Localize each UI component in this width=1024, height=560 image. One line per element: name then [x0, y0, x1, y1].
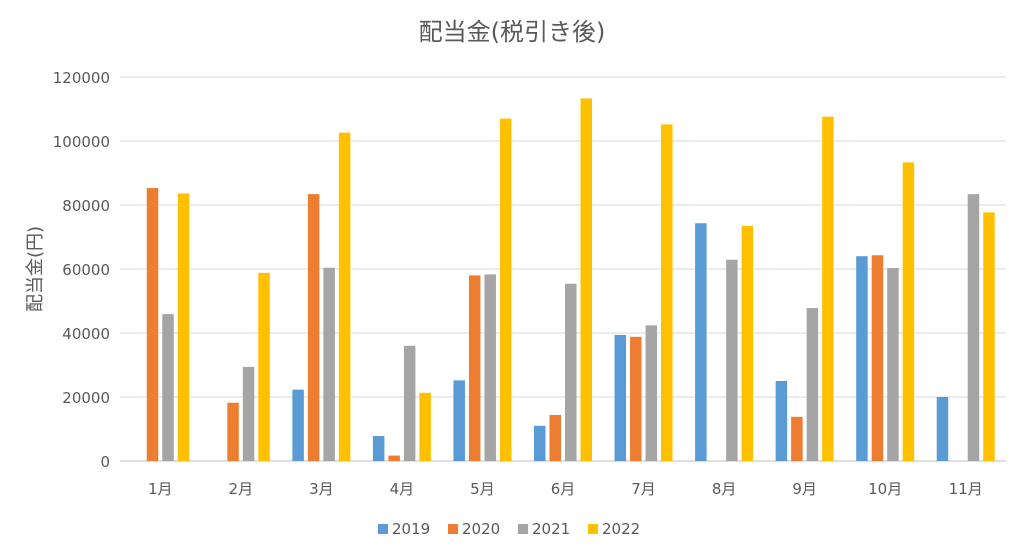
bar-2020-6	[549, 414, 561, 461]
y-tick-label: 80000	[62, 197, 110, 215]
bar-2019-3	[292, 389, 304, 461]
chart-title: 配当金(税引き後)	[419, 18, 606, 46]
x-axis-ticks: 1月 2月 3月 4月 5月 6月 7月 8月 9月 10月 11月	[148, 480, 983, 498]
bar-2021-10	[887, 268, 899, 461]
bar-2019-9	[775, 381, 788, 461]
legend-swatch-2019	[378, 524, 388, 534]
bar-2022-10	[902, 162, 915, 461]
bar-2019-4	[372, 436, 385, 461]
bar-2020-2	[227, 402, 239, 461]
x-tick-label: 11月	[949, 480, 983, 498]
y-tick-label: 40000	[62, 325, 110, 343]
bar-2022-11	[983, 212, 995, 461]
y-tick-label: 0	[100, 453, 110, 471]
bar-2020-3	[307, 194, 320, 461]
bar-2021-3	[323, 267, 335, 461]
x-tick-label: 10月	[868, 480, 902, 498]
bar-2021-1	[162, 314, 174, 461]
x-tick-label: 6月	[551, 480, 576, 498]
bar-2021-8	[726, 259, 738, 461]
bar-2021-11	[967, 194, 980, 461]
bar-2021-2	[242, 366, 255, 461]
y-tick-label: 120000	[53, 69, 110, 87]
bar-2021-7	[645, 325, 658, 461]
bar-2019-10	[856, 256, 868, 461]
bar-2022-3	[338, 132, 351, 461]
bar-2019-7	[614, 334, 627, 461]
bar-2022-1	[177, 193, 190, 462]
legend: 2019 2020 2021 2022	[378, 520, 640, 538]
x-tick-label: 2月	[229, 480, 254, 498]
bar-2020-1	[146, 188, 159, 462]
bar-2022-9	[822, 116, 834, 462]
bar-2020-10	[871, 255, 884, 461]
bar-2020-7	[630, 336, 642, 461]
x-tick-label: 4月	[390, 480, 415, 498]
legend-swatch-2020	[448, 524, 458, 534]
x-tick-label: 1月	[148, 480, 173, 498]
bar-2021-9	[806, 308, 819, 461]
bar-2021-6	[565, 283, 577, 461]
x-tick-label: 8月	[712, 480, 737, 498]
legend-swatch-2021	[518, 524, 528, 534]
bar-2020-5	[468, 275, 481, 461]
legend-label: 2019	[392, 520, 430, 538]
bar-2020-4	[388, 455, 400, 461]
bar-2019-5	[453, 380, 465, 461]
bar-2019-6	[534, 425, 546, 461]
bar-2022-4	[419, 392, 431, 461]
bar-2021-5	[484, 274, 496, 461]
legend-swatch-2022	[588, 524, 598, 534]
bar-2022-2	[258, 272, 270, 461]
y-tick-label: 100000	[53, 133, 110, 151]
legend-label: 2020	[462, 520, 500, 538]
y-axis-ticks: 0 20000 40000 60000 80000 100000 120000	[53, 69, 110, 471]
y-axis-label: 配当金(円)	[25, 226, 46, 312]
x-tick-label: 5月	[470, 480, 495, 498]
legend-label: 2022	[602, 520, 640, 538]
bar-2022-7	[661, 124, 673, 462]
x-tick-label: 7月	[631, 480, 656, 498]
bar-2019-11	[936, 397, 949, 461]
x-tick-label: 9月	[792, 480, 817, 498]
bar-2022-8	[741, 225, 754, 461]
y-tick-label: 20000	[62, 389, 110, 407]
legend-label: 2021	[532, 520, 570, 538]
bar-2021-4	[403, 345, 416, 461]
x-tick-label: 3月	[309, 480, 334, 498]
bar-2022-5	[499, 118, 512, 461]
bar-2020-9	[791, 416, 803, 461]
y-tick-label: 60000	[62, 261, 110, 279]
bars	[146, 98, 995, 462]
bar-2019-8	[695, 223, 707, 461]
bar-2022-6	[580, 98, 592, 461]
